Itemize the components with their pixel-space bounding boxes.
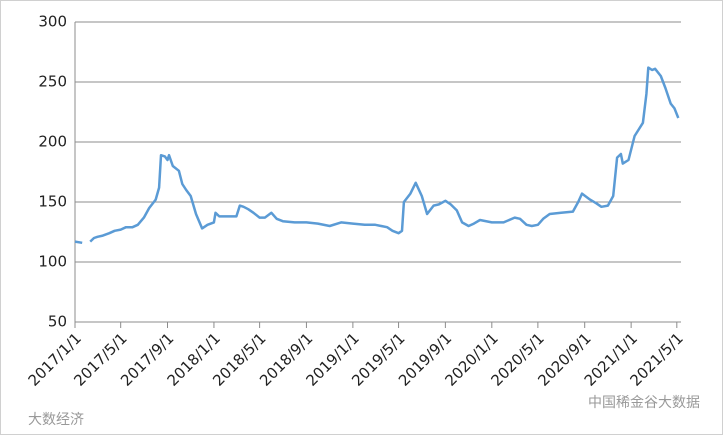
y-tick-label: 50 xyxy=(48,313,67,331)
y-tick-label: 200 xyxy=(38,133,67,151)
y-tick-label: 150 xyxy=(38,193,67,211)
series-line xyxy=(89,66,680,243)
y-tick-label: 100 xyxy=(38,253,67,271)
watermark-left: 大数经济 xyxy=(28,412,84,428)
series-line xyxy=(74,240,83,245)
y-tick-label: 250 xyxy=(38,73,67,91)
watermark-right: 中国稀金谷大数据 xyxy=(588,395,700,411)
y-tick-label: 300 xyxy=(38,13,67,31)
